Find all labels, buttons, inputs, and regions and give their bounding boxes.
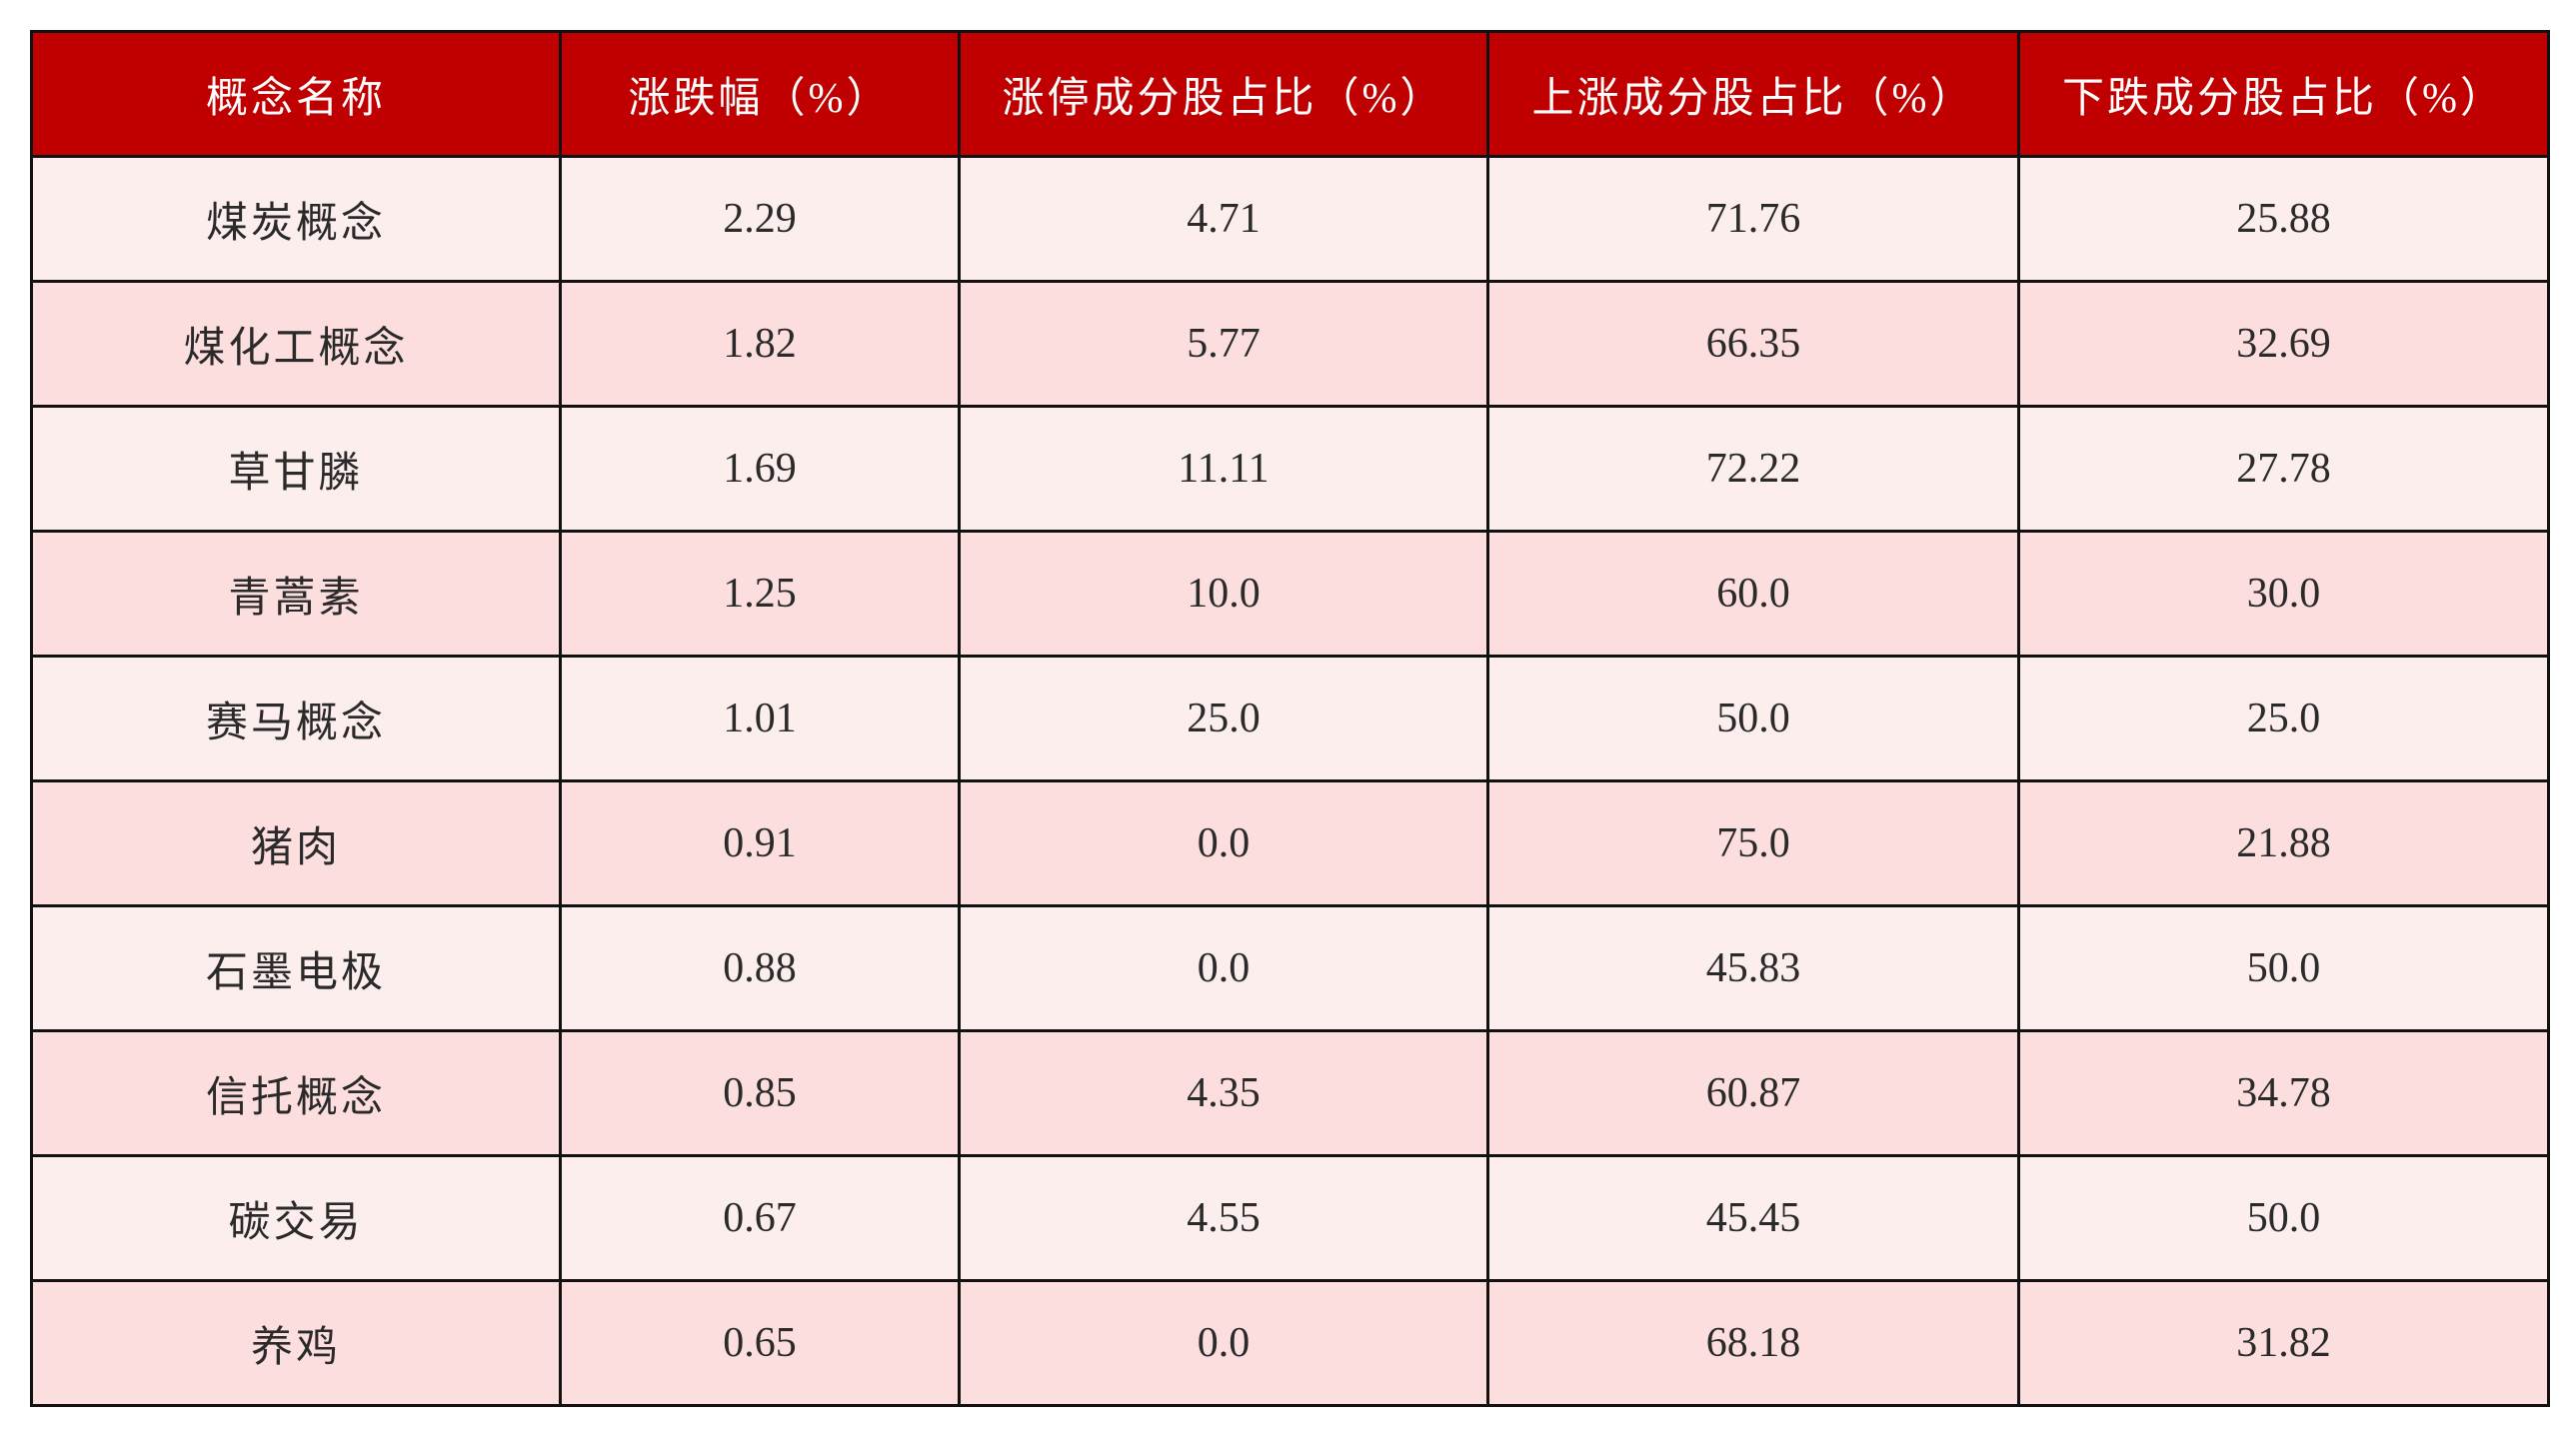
value-cell: 71.76 — [1486, 155, 2020, 283]
table-row: 煤炭概念 2.29 4.71 71.76 25.88 — [30, 155, 2550, 283]
table-row: 碳交易 0.67 4.55 45.45 50.0 — [30, 1154, 2550, 1282]
value-cell: 0.0 — [958, 779, 1489, 907]
table-row: 赛马概念 1.01 25.0 50.0 25.0 — [30, 655, 2550, 782]
value-cell: 30.0 — [2017, 530, 2550, 658]
value-cell: 1.01 — [559, 655, 961, 782]
table-row: 信托概念 0.85 4.35 60.87 34.78 — [30, 1029, 2550, 1157]
value-cell: 34.78 — [2017, 1029, 2550, 1157]
value-cell: 31.82 — [2017, 1279, 2550, 1407]
value-cell: 1.69 — [559, 405, 961, 533]
value-cell: 0.0 — [958, 904, 1489, 1032]
value-cell: 0.88 — [559, 904, 961, 1032]
value-cell: 25.0 — [2017, 655, 2550, 782]
value-cell: 0.85 — [559, 1029, 961, 1157]
value-cell: 50.0 — [2017, 1154, 2550, 1282]
value-cell: 60.87 — [1486, 1029, 2020, 1157]
value-cell: 0.0 — [958, 1279, 1489, 1407]
value-cell: 1.25 — [559, 530, 961, 658]
value-cell: 45.83 — [1486, 904, 2020, 1032]
concept-name-cell: 猪肉 — [30, 779, 562, 907]
value-cell: 4.35 — [958, 1029, 1489, 1157]
value-cell: 11.11 — [958, 405, 1489, 533]
value-cell: 4.55 — [958, 1154, 1489, 1282]
concept-table: 概念名称 涨跌幅（%） 涨停成分股占比（%） 上涨成分股占比（%） 下跌成分股占比（%）… — [30, 30, 2550, 1407]
value-cell: 2.29 — [559, 155, 961, 283]
table-row: 草甘膦 1.69 11.11 72.22 27.78 — [30, 405, 2550, 533]
column-header: 涨跌幅（%） — [559, 30, 961, 158]
value-cell: 50.0 — [1486, 655, 2020, 782]
concept-name-cell: 煤化工概念 — [30, 280, 562, 408]
value-cell: 32.69 — [2017, 280, 2550, 408]
value-cell: 1.82 — [559, 280, 961, 408]
value-cell: 50.0 — [2017, 904, 2550, 1032]
header-row: 概念名称 涨跌幅（%） 涨停成分股占比（%） 上涨成分股占比（%） 下跌成分股占比（%） — [30, 30, 2550, 158]
value-cell: 10.0 — [958, 530, 1489, 658]
value-cell: 60.0 — [1486, 530, 2020, 658]
value-cell: 4.71 — [958, 155, 1489, 283]
value-cell: 45.45 — [1486, 1154, 2020, 1282]
concept-name-cell: 信托概念 — [30, 1029, 562, 1157]
concept-name-cell: 石墨电极 — [30, 904, 562, 1032]
value-cell: 21.88 — [2017, 779, 2550, 907]
concept-name-cell: 养鸡 — [30, 1279, 562, 1407]
value-cell: 72.22 — [1486, 405, 2020, 533]
value-cell: 27.78 — [2017, 405, 2550, 533]
column-header: 涨停成分股占比（%） — [958, 30, 1489, 158]
value-cell: 68.18 — [1486, 1279, 2020, 1407]
column-header: 上涨成分股占比（%） — [1486, 30, 2020, 158]
concept-name-cell: 草甘膦 — [30, 405, 562, 533]
table-row: 猪肉 0.91 0.0 75.0 21.88 — [30, 779, 2550, 907]
value-cell: 0.65 — [559, 1279, 961, 1407]
table-row: 石墨电极 0.88 0.0 45.83 50.0 — [30, 904, 2550, 1032]
table-row: 青蒿素 1.25 10.0 60.0 30.0 — [30, 530, 2550, 658]
column-header: 下跌成分股占比（%） — [2017, 30, 2550, 158]
value-cell: 0.67 — [559, 1154, 961, 1282]
table-row: 煤化工概念 1.82 5.77 66.35 32.69 — [30, 280, 2550, 408]
column-header: 概念名称 — [30, 30, 562, 158]
concept-name-cell: 赛马概念 — [30, 655, 562, 782]
table-row: 养鸡 0.65 0.0 68.18 31.82 — [30, 1279, 2550, 1407]
value-cell: 5.77 — [958, 280, 1489, 408]
concept-name-cell: 碳交易 — [30, 1154, 562, 1282]
concept-name-cell: 青蒿素 — [30, 530, 562, 658]
value-cell: 0.91 — [559, 779, 961, 907]
value-cell: 25.88 — [2017, 155, 2550, 283]
value-cell: 75.0 — [1486, 779, 2020, 907]
value-cell: 25.0 — [958, 655, 1489, 782]
concept-name-cell: 煤炭概念 — [30, 155, 562, 283]
value-cell: 66.35 — [1486, 280, 2020, 408]
